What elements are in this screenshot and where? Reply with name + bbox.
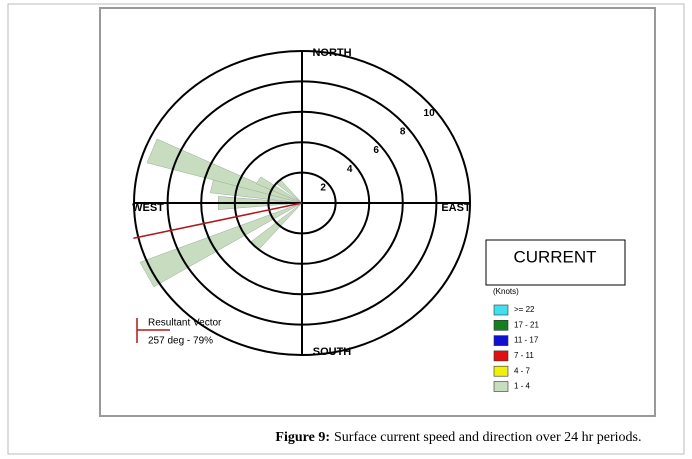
legend-label: >= 22 — [514, 305, 535, 314]
legend-unit: (Knots) — [493, 287, 519, 296]
legend-title-box — [485, 239, 626, 286]
direction-label: EAST — [441, 202, 471, 214]
ring-label: 6 — [373, 145, 379, 156]
caption-label: Figure 9: — [275, 430, 330, 445]
legend-swatch — [493, 381, 509, 392]
resultant-vector — [133, 202, 303, 239]
ring-label: 10 — [424, 108, 436, 119]
direction-label: NORTH — [312, 47, 351, 59]
legend-swatch — [493, 350, 509, 362]
petal — [146, 138, 303, 204]
chart-frame — [99, 7, 656, 417]
legend-label: 1 - 4 — [514, 382, 531, 391]
caption-text: Surface current speed and direction over… — [334, 430, 642, 445]
legend-swatch — [493, 335, 509, 346]
figure-frame — [7, 3, 685, 455]
legend-label: 7 - 11 — [514, 351, 534, 360]
petal — [139, 202, 303, 288]
direction-label: SOUTH — [313, 346, 352, 358]
ring-label: 2 — [320, 183, 326, 194]
direction-label: WEST — [132, 202, 164, 214]
legend-title: CURRENT — [513, 247, 596, 266]
legend-label: 11 - 17 — [514, 336, 539, 345]
legend-label: 17 - 21 — [514, 320, 539, 329]
ring-label: 8 — [400, 127, 406, 138]
legend-swatch — [493, 365, 509, 377]
petal — [255, 176, 303, 204]
legend-swatch — [493, 319, 509, 331]
resultant-label: 257 deg - 79% — [148, 336, 213, 347]
legend-label: 4 - 7 — [514, 366, 531, 375]
ring-label: 4 — [347, 164, 353, 175]
legend-swatch — [493, 304, 509, 316]
resultant-title: Resultant Vector — [148, 318, 222, 329]
